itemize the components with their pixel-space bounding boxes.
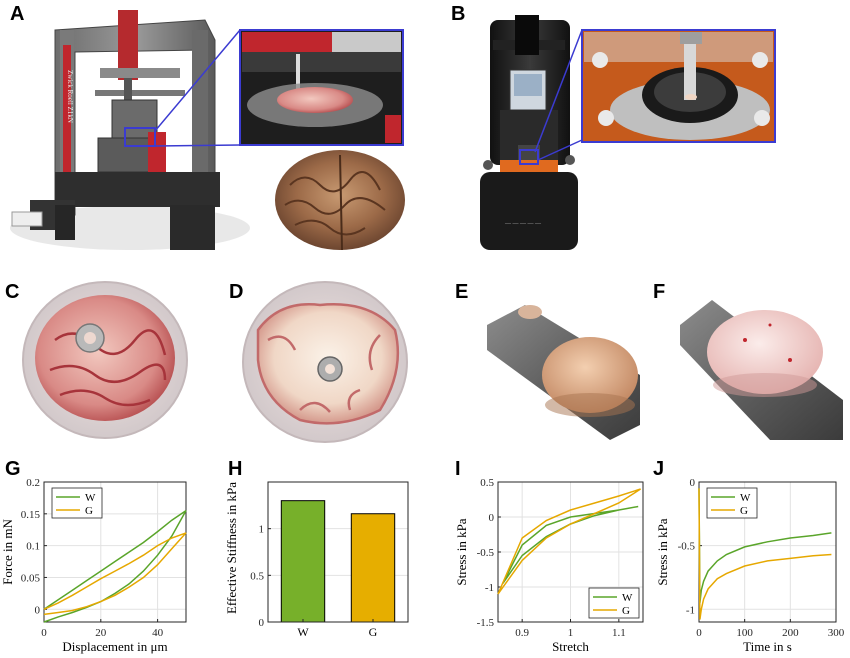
y-tick-label: 0.5 [250,570,264,582]
x-tick-label: 0.9 [515,627,529,639]
bar-w [280,500,326,623]
y-axis-label: Stress in kPa [454,518,469,585]
x-tick-label: 1 [568,627,574,639]
plot-frame [267,481,409,623]
y-tick-label: 0.2 [26,477,40,489]
panel-label-f: F [653,281,666,303]
photo-a-testing-machine: Zwick Roell Z1kN [10,10,405,251]
panel-label-c: C [5,281,20,303]
series-line-w [502,505,639,584]
photo-b-rheometer: — — — — — [480,15,776,250]
legend-box [706,487,758,519]
panel-label-d: D [229,281,244,303]
legend-box [588,587,640,619]
plot-frame [497,481,644,623]
x-tick-label: 200 [782,627,799,639]
legend-label-g: G [622,605,630,617]
y-tick-label: -1 [485,582,494,594]
photo-f-grey-matter-sample [680,300,843,440]
x-tick-label: 1.1 [612,627,626,639]
legend: WG [706,487,758,519]
y-tick-label: 0 [489,512,495,524]
series-line-g [497,488,642,595]
legend-box [51,487,103,519]
series-line-g [43,532,187,616]
panel-label-j: J [653,458,665,480]
legend-label-g: G [740,505,748,517]
x-tick-label-w: W [297,625,309,639]
y-axis-label: Effective Stiffness in kPa [224,482,239,614]
panel-label-g: G [5,458,21,480]
y-tick-label: -0.5 [678,541,696,553]
y-tick-label: -0.5 [477,547,495,559]
x-tick-label-g: G [369,625,378,639]
panel-label-b: B [451,3,466,25]
x-axis-label: Displacement in μm [62,639,167,654]
y-tick-label: 0 [259,617,265,629]
x-tick-label: 40 [152,627,164,639]
y-tick-label: 1 [259,524,265,536]
chart-h: 0 0.5 1 W G Effective Stiffness in kPa [224,481,409,639]
panel-label-e: E [455,281,469,303]
x-tick-label: 0 [696,627,702,639]
x-axis-label: Stretch [552,639,589,654]
photo-e-white-matter-sample [487,305,640,440]
x-tick-label: 20 [95,627,107,639]
y-axis-label: Force in mN [0,519,15,585]
chart-i: -1.5 -1 -0.5 0 0.5 0.9 1 1.1 Stretch Stress in kP… [454,477,644,654]
series-line-w [698,488,832,603]
bar-g [350,513,396,623]
machine-brand-label: Zwick Roell Z1kN [66,70,74,123]
legend-label-w: W [740,492,751,504]
photo-c-brain-dish [22,281,188,439]
panel-label-i: I [455,458,461,480]
legend: WG [51,487,103,519]
panel-label-a: A [10,3,25,25]
y-tick-label: -1 [686,604,695,616]
y-tick-label: 0.15 [21,509,41,521]
panel-label-h: H [228,458,243,480]
legend-label-w: W [622,592,633,604]
y-tick-label: 0 [35,604,41,616]
y-tick-label: 0.1 [26,541,40,553]
photo-d-brain-slice [242,281,408,443]
plot-frame [43,481,187,623]
x-tick-label: 100 [736,627,753,639]
y-tick-label: 0.05 [21,572,41,584]
x-axis-label: Time in s [743,639,792,654]
x-tick-label: 0 [41,627,47,639]
legend-label-w: W [85,492,96,504]
legend-label-g: G [85,505,93,517]
y-axis-label: Stress in kPa [655,518,670,585]
x-tick-label: 300 [828,627,845,639]
legend: WG [588,587,640,619]
y-tick-label: 0.5 [480,477,494,489]
y-tick-label: -1.5 [477,617,495,629]
series-line-g [698,488,832,620]
y-tick-label: 0 [690,477,696,489]
svg-text:— — — — —: — — — — — [504,221,542,227]
